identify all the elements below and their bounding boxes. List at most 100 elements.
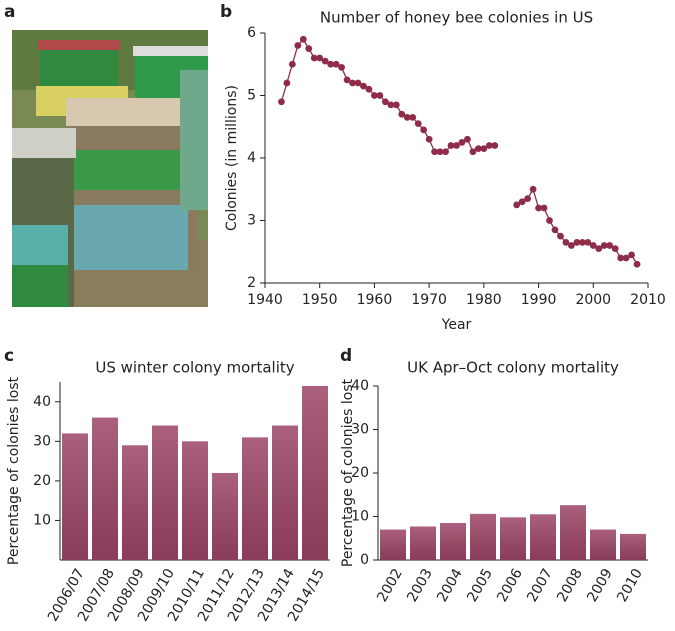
y-tick-label: 20	[351, 465, 369, 481]
y-tick-label: 40	[33, 394, 51, 410]
panel-label: c	[4, 346, 14, 366]
point	[617, 254, 625, 262]
point	[606, 242, 614, 249]
x-tick-label: 2008	[554, 566, 586, 605]
point	[294, 42, 302, 49]
x-tick-label: 1980	[466, 292, 502, 308]
x-tick-label: 2004	[434, 566, 466, 605]
point	[546, 217, 553, 224]
x-tick-label: 1990	[521, 292, 557, 308]
point	[420, 126, 428, 134]
point	[365, 85, 373, 93]
point	[513, 201, 521, 209]
bar-shade	[92, 417, 118, 560]
point	[551, 226, 559, 234]
point	[480, 145, 488, 153]
point	[371, 92, 378, 99]
bar-shade	[122, 445, 148, 560]
x-tick-label: 2002	[374, 566, 406, 605]
point	[458, 138, 466, 146]
point	[409, 113, 417, 121]
y-axis-label: Colonies (in millions)	[224, 85, 240, 231]
line	[280, 38, 638, 265]
point	[485, 142, 493, 149]
x-tick-label: 2006	[494, 566, 526, 605]
x-tick-label: 2007	[524, 566, 556, 605]
x-tick-label: 2003	[404, 566, 436, 605]
x-tick-label: 2009	[584, 566, 616, 605]
point	[584, 238, 592, 246]
panel-label: a	[4, 2, 15, 22]
y-tick-label: 5	[247, 88, 256, 104]
bar-shade	[620, 533, 646, 560]
bar-shade	[590, 529, 616, 560]
panel-label: b	[220, 2, 232, 22]
y-tick-label: 3	[247, 213, 256, 229]
bar-shade	[560, 505, 586, 560]
bar-shade	[212, 472, 238, 560]
point	[535, 204, 542, 212]
point	[321, 57, 329, 65]
point	[414, 120, 422, 128]
y-tick-label: 10	[351, 509, 369, 525]
point	[305, 45, 313, 53]
point	[354, 79, 362, 87]
point	[288, 60, 296, 68]
y-tick-label: 4	[247, 150, 256, 166]
bar-shade	[62, 433, 88, 560]
point	[518, 198, 526, 206]
point	[611, 245, 619, 253]
point	[398, 110, 406, 118]
point	[622, 254, 630, 262]
point	[464, 135, 471, 143]
point	[392, 101, 400, 109]
point	[387, 101, 395, 109]
panel-label: d	[340, 346, 352, 366]
point	[573, 238, 581, 246]
x-tick-label: 1970	[411, 292, 447, 308]
chart-title: US winter colony mortality	[95, 359, 294, 377]
bar-shade	[152, 425, 178, 560]
y-axis-label: Percentage of colonies lost	[6, 376, 22, 565]
bar-shade	[302, 385, 328, 560]
point	[436, 148, 444, 156]
y-tick-label: 10	[33, 512, 51, 528]
point	[447, 142, 455, 149]
y-tick-label: 30	[33, 433, 51, 449]
point	[316, 54, 324, 62]
x-tick-label: 2005	[464, 566, 496, 605]
point	[595, 245, 603, 253]
point	[633, 260, 641, 268]
bar-shade	[500, 517, 526, 560]
point	[431, 148, 439, 156]
x-tick-label: 2000	[575, 292, 611, 308]
point	[469, 148, 477, 156]
point	[299, 35, 307, 43]
y-tick-label: 30	[351, 422, 369, 438]
y-tick-label: 0	[360, 552, 369, 568]
bar-shade	[470, 513, 496, 560]
y-tick-label: 2	[247, 275, 256, 291]
point	[349, 79, 356, 87]
point	[376, 92, 384, 99]
point	[327, 60, 335, 68]
bar-shade	[380, 529, 406, 560]
x-tick-label: 1960	[357, 292, 393, 308]
point	[338, 63, 345, 71]
bar-shade	[272, 425, 298, 560]
y-tick-label: 20	[33, 473, 51, 489]
point	[529, 185, 537, 193]
point	[343, 76, 351, 84]
point	[453, 142, 460, 149]
point	[568, 242, 575, 249]
bar-shade	[440, 523, 466, 560]
point	[628, 251, 635, 259]
x-tick-label: 1940	[247, 292, 283, 308]
x-tick-label: 2010	[614, 566, 646, 605]
x-tick-label: 1950	[302, 292, 338, 308]
photo	[12, 30, 208, 307]
point	[332, 60, 340, 68]
point	[557, 232, 564, 240]
y-axis-label: Percentage of colonies lost	[340, 378, 356, 567]
